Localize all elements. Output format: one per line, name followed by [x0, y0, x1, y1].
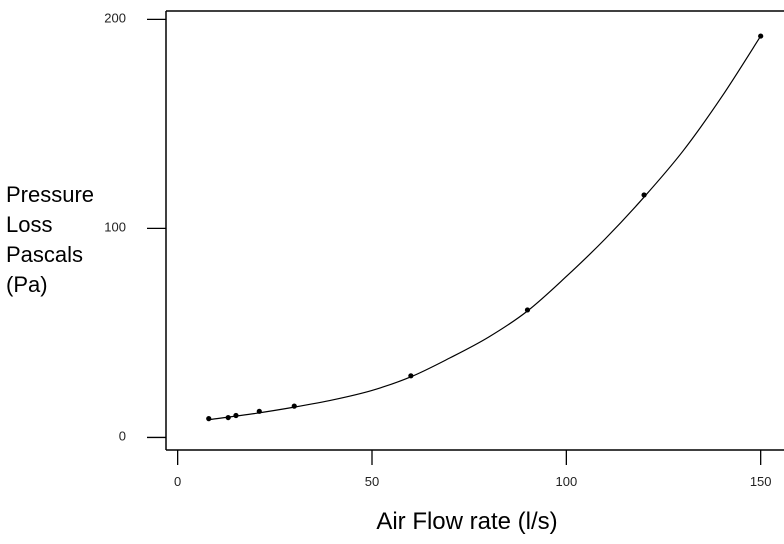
data-point	[233, 412, 239, 419]
x-tick-label: 150	[750, 474, 772, 489]
data-point	[291, 403, 297, 409]
y-tick-label: 0	[119, 428, 126, 443]
data-point	[225, 414, 231, 421]
y-axis-label-line-4: (Pa)	[6, 272, 48, 297]
y-axis-label-line-1: Pressure	[6, 182, 95, 207]
y-tick-label: 200	[104, 10, 126, 25]
data-point	[256, 408, 262, 414]
axes	[165, 10, 784, 451]
x-tick-label: 50	[365, 474, 379, 489]
y-tick-label: 100	[104, 219, 126, 234]
data-point	[206, 416, 212, 422]
y-axis-label-line-3: Pascals	[6, 242, 84, 267]
x-tick-label: 0	[174, 474, 181, 489]
data-point	[758, 33, 764, 39]
tick-group: 0 100 200 0 50 100 150	[104, 10, 771, 489]
trend-curve	[208, 35, 762, 421]
data-point	[524, 307, 531, 313]
data-points-layer	[206, 33, 764, 422]
data-point	[641, 192, 647, 198]
trend-curve-layer	[208, 35, 762, 421]
y-axis-label-line-2: Loss	[6, 212, 53, 237]
x-axis-title: Air Flow rate (l/s)	[376, 508, 558, 535]
data-point	[408, 373, 414, 379]
x-tick-label: 100	[555, 474, 577, 489]
